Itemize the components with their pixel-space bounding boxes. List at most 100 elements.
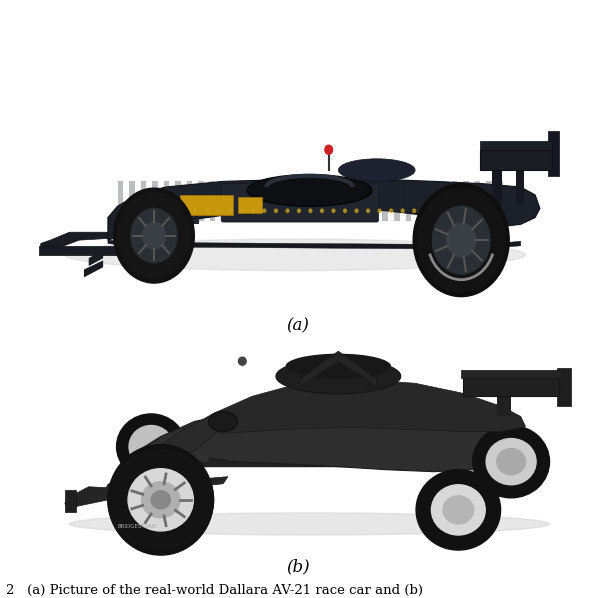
Circle shape: [240, 209, 243, 212]
Text: BRIDGESTONE: BRIDGESTONE: [117, 524, 156, 529]
Bar: [394, 181, 400, 221]
Circle shape: [142, 222, 166, 249]
Circle shape: [332, 209, 335, 212]
Circle shape: [117, 193, 191, 279]
Circle shape: [482, 209, 485, 212]
Polygon shape: [41, 232, 122, 249]
Polygon shape: [101, 480, 132, 499]
Bar: [302, 181, 308, 221]
Polygon shape: [151, 413, 218, 463]
Text: 2   (a) Picture of the real-world Dallara AV-21 race car and (b): 2 (a) Picture of the real-world Dallara …: [6, 584, 423, 597]
Polygon shape: [103, 472, 132, 492]
Bar: [117, 181, 123, 221]
Ellipse shape: [432, 485, 485, 535]
Bar: [290, 181, 296, 221]
Circle shape: [252, 209, 254, 212]
Ellipse shape: [486, 438, 536, 485]
Circle shape: [171, 209, 173, 212]
Circle shape: [263, 209, 266, 212]
Ellipse shape: [416, 469, 501, 550]
Bar: [244, 181, 250, 221]
Ellipse shape: [247, 175, 372, 206]
Bar: [492, 167, 501, 210]
Bar: [474, 181, 480, 221]
Circle shape: [131, 209, 177, 263]
Bar: [417, 181, 423, 221]
Circle shape: [447, 209, 450, 212]
Circle shape: [390, 209, 393, 212]
Bar: [163, 181, 169, 221]
Bar: [480, 141, 552, 150]
Bar: [221, 181, 227, 221]
Circle shape: [412, 209, 415, 212]
Bar: [348, 181, 353, 221]
Ellipse shape: [151, 491, 170, 509]
Ellipse shape: [339, 159, 415, 181]
Circle shape: [275, 209, 277, 212]
Bar: [180, 195, 232, 215]
Bar: [313, 181, 319, 221]
Circle shape: [321, 209, 324, 212]
Circle shape: [433, 206, 490, 274]
Polygon shape: [89, 249, 103, 266]
Bar: [175, 181, 181, 221]
Circle shape: [367, 209, 370, 212]
Circle shape: [297, 209, 300, 212]
Circle shape: [355, 209, 358, 212]
Ellipse shape: [70, 513, 550, 535]
Bar: [325, 181, 331, 221]
Circle shape: [401, 209, 404, 212]
Circle shape: [238, 357, 246, 365]
Bar: [463, 376, 559, 396]
Bar: [198, 181, 204, 221]
Circle shape: [159, 209, 162, 212]
Bar: [152, 181, 158, 221]
Polygon shape: [213, 379, 526, 434]
Ellipse shape: [496, 448, 526, 475]
Bar: [548, 130, 559, 176]
Ellipse shape: [276, 359, 401, 394]
Bar: [279, 181, 284, 221]
Circle shape: [217, 209, 220, 212]
Bar: [440, 181, 446, 221]
Bar: [516, 170, 524, 204]
Bar: [383, 181, 388, 221]
Ellipse shape: [117, 414, 186, 479]
Bar: [256, 181, 262, 221]
Polygon shape: [108, 179, 540, 240]
Polygon shape: [136, 405, 535, 472]
Circle shape: [194, 209, 197, 212]
FancyBboxPatch shape: [221, 184, 378, 222]
Circle shape: [206, 209, 208, 212]
Circle shape: [344, 209, 346, 212]
Bar: [452, 181, 457, 221]
Circle shape: [114, 188, 194, 283]
Circle shape: [286, 209, 289, 212]
Circle shape: [228, 209, 231, 212]
Polygon shape: [300, 351, 377, 386]
Bar: [463, 181, 469, 221]
Ellipse shape: [129, 426, 173, 468]
Bar: [498, 181, 504, 221]
Bar: [486, 181, 492, 221]
Bar: [65, 490, 76, 512]
Circle shape: [108, 444, 213, 555]
Ellipse shape: [65, 239, 526, 271]
Bar: [39, 246, 125, 255]
Bar: [141, 181, 147, 221]
Bar: [161, 219, 199, 224]
Polygon shape: [65, 477, 228, 507]
Text: (b): (b): [286, 559, 310, 575]
Ellipse shape: [473, 426, 550, 498]
Bar: [371, 181, 377, 221]
Bar: [496, 394, 511, 416]
Bar: [267, 181, 273, 221]
Ellipse shape: [128, 469, 193, 531]
Circle shape: [309, 209, 312, 212]
Bar: [461, 370, 561, 379]
Circle shape: [459, 209, 462, 212]
Ellipse shape: [285, 353, 391, 379]
Circle shape: [417, 188, 505, 292]
Bar: [187, 181, 193, 221]
Circle shape: [493, 209, 496, 212]
